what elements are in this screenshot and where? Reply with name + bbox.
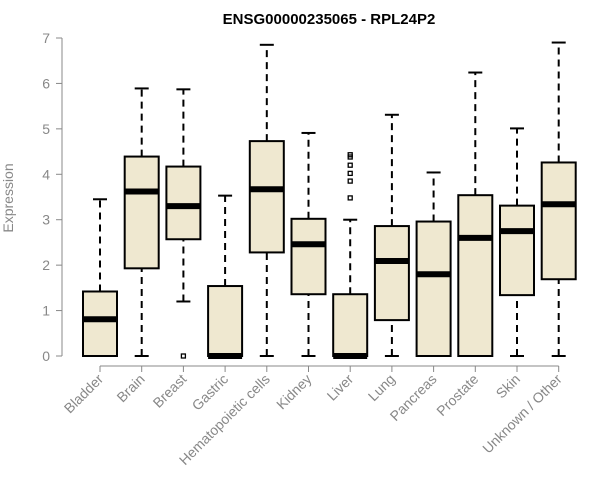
outlier-point [347, 195, 353, 201]
y-tick-label: 3 [42, 212, 50, 228]
y-axis: 0 1 2 3 4 5 6 7 [42, 30, 63, 364]
outlier-point [347, 178, 353, 184]
box-prostate [457, 71, 494, 357]
x-tick-label: Breast [150, 371, 190, 411]
box-brain [123, 87, 160, 357]
box-lung [373, 113, 410, 357]
box-body [332, 293, 369, 357]
y-tick-label: 5 [42, 121, 50, 137]
y-tick-label: 7 [42, 30, 50, 46]
box-body [415, 220, 452, 357]
x-tick-label: Unknown / Other [479, 371, 565, 457]
box-body [123, 155, 160, 270]
y-tick-label: 1 [42, 303, 50, 319]
box-breast [165, 88, 202, 359]
y-tick-label: 6 [42, 75, 50, 91]
outlier-point [347, 162, 353, 168]
x-tick-label: Bladder [61, 371, 107, 417]
x-tick-label: Prostate [433, 371, 481, 419]
box-body [82, 290, 118, 357]
x-tick-label: Skin [493, 371, 524, 402]
y-tick-label: 0 [42, 348, 50, 364]
box-pancreas [415, 171, 452, 357]
x-tick-label: Brain [113, 371, 147, 405]
chart-title: ENSG00000235065 - RPL24P2 [223, 11, 436, 28]
box-bladder [82, 198, 118, 357]
box-hematopoietic-cells [248, 43, 285, 357]
box-liver [332, 152, 369, 359]
x-tick-label: Kidney [273, 371, 315, 413]
outlier-point [347, 152, 353, 158]
box-body [499, 204, 535, 297]
box-body [207, 285, 244, 358]
x-tick-label: Lung [365, 371, 398, 404]
box-body [540, 161, 577, 281]
y-tick-label: 4 [42, 166, 50, 182]
outlier-point [180, 353, 187, 359]
box-body [290, 217, 327, 296]
box-body [457, 194, 494, 357]
y-tick-label: 2 [42, 257, 50, 273]
x-tick-label: Liver [324, 371, 357, 404]
box-gastric [207, 194, 244, 359]
box-body [165, 165, 202, 241]
box-unknown-other [540, 41, 577, 357]
boxes [82, 41, 577, 359]
y-axis-label: Expression [0, 163, 16, 232]
outlier-point [347, 170, 353, 177]
box-kidney [290, 131, 327, 357]
box-body [248, 140, 285, 254]
box-body [373, 225, 410, 322]
box-skin [499, 127, 535, 357]
